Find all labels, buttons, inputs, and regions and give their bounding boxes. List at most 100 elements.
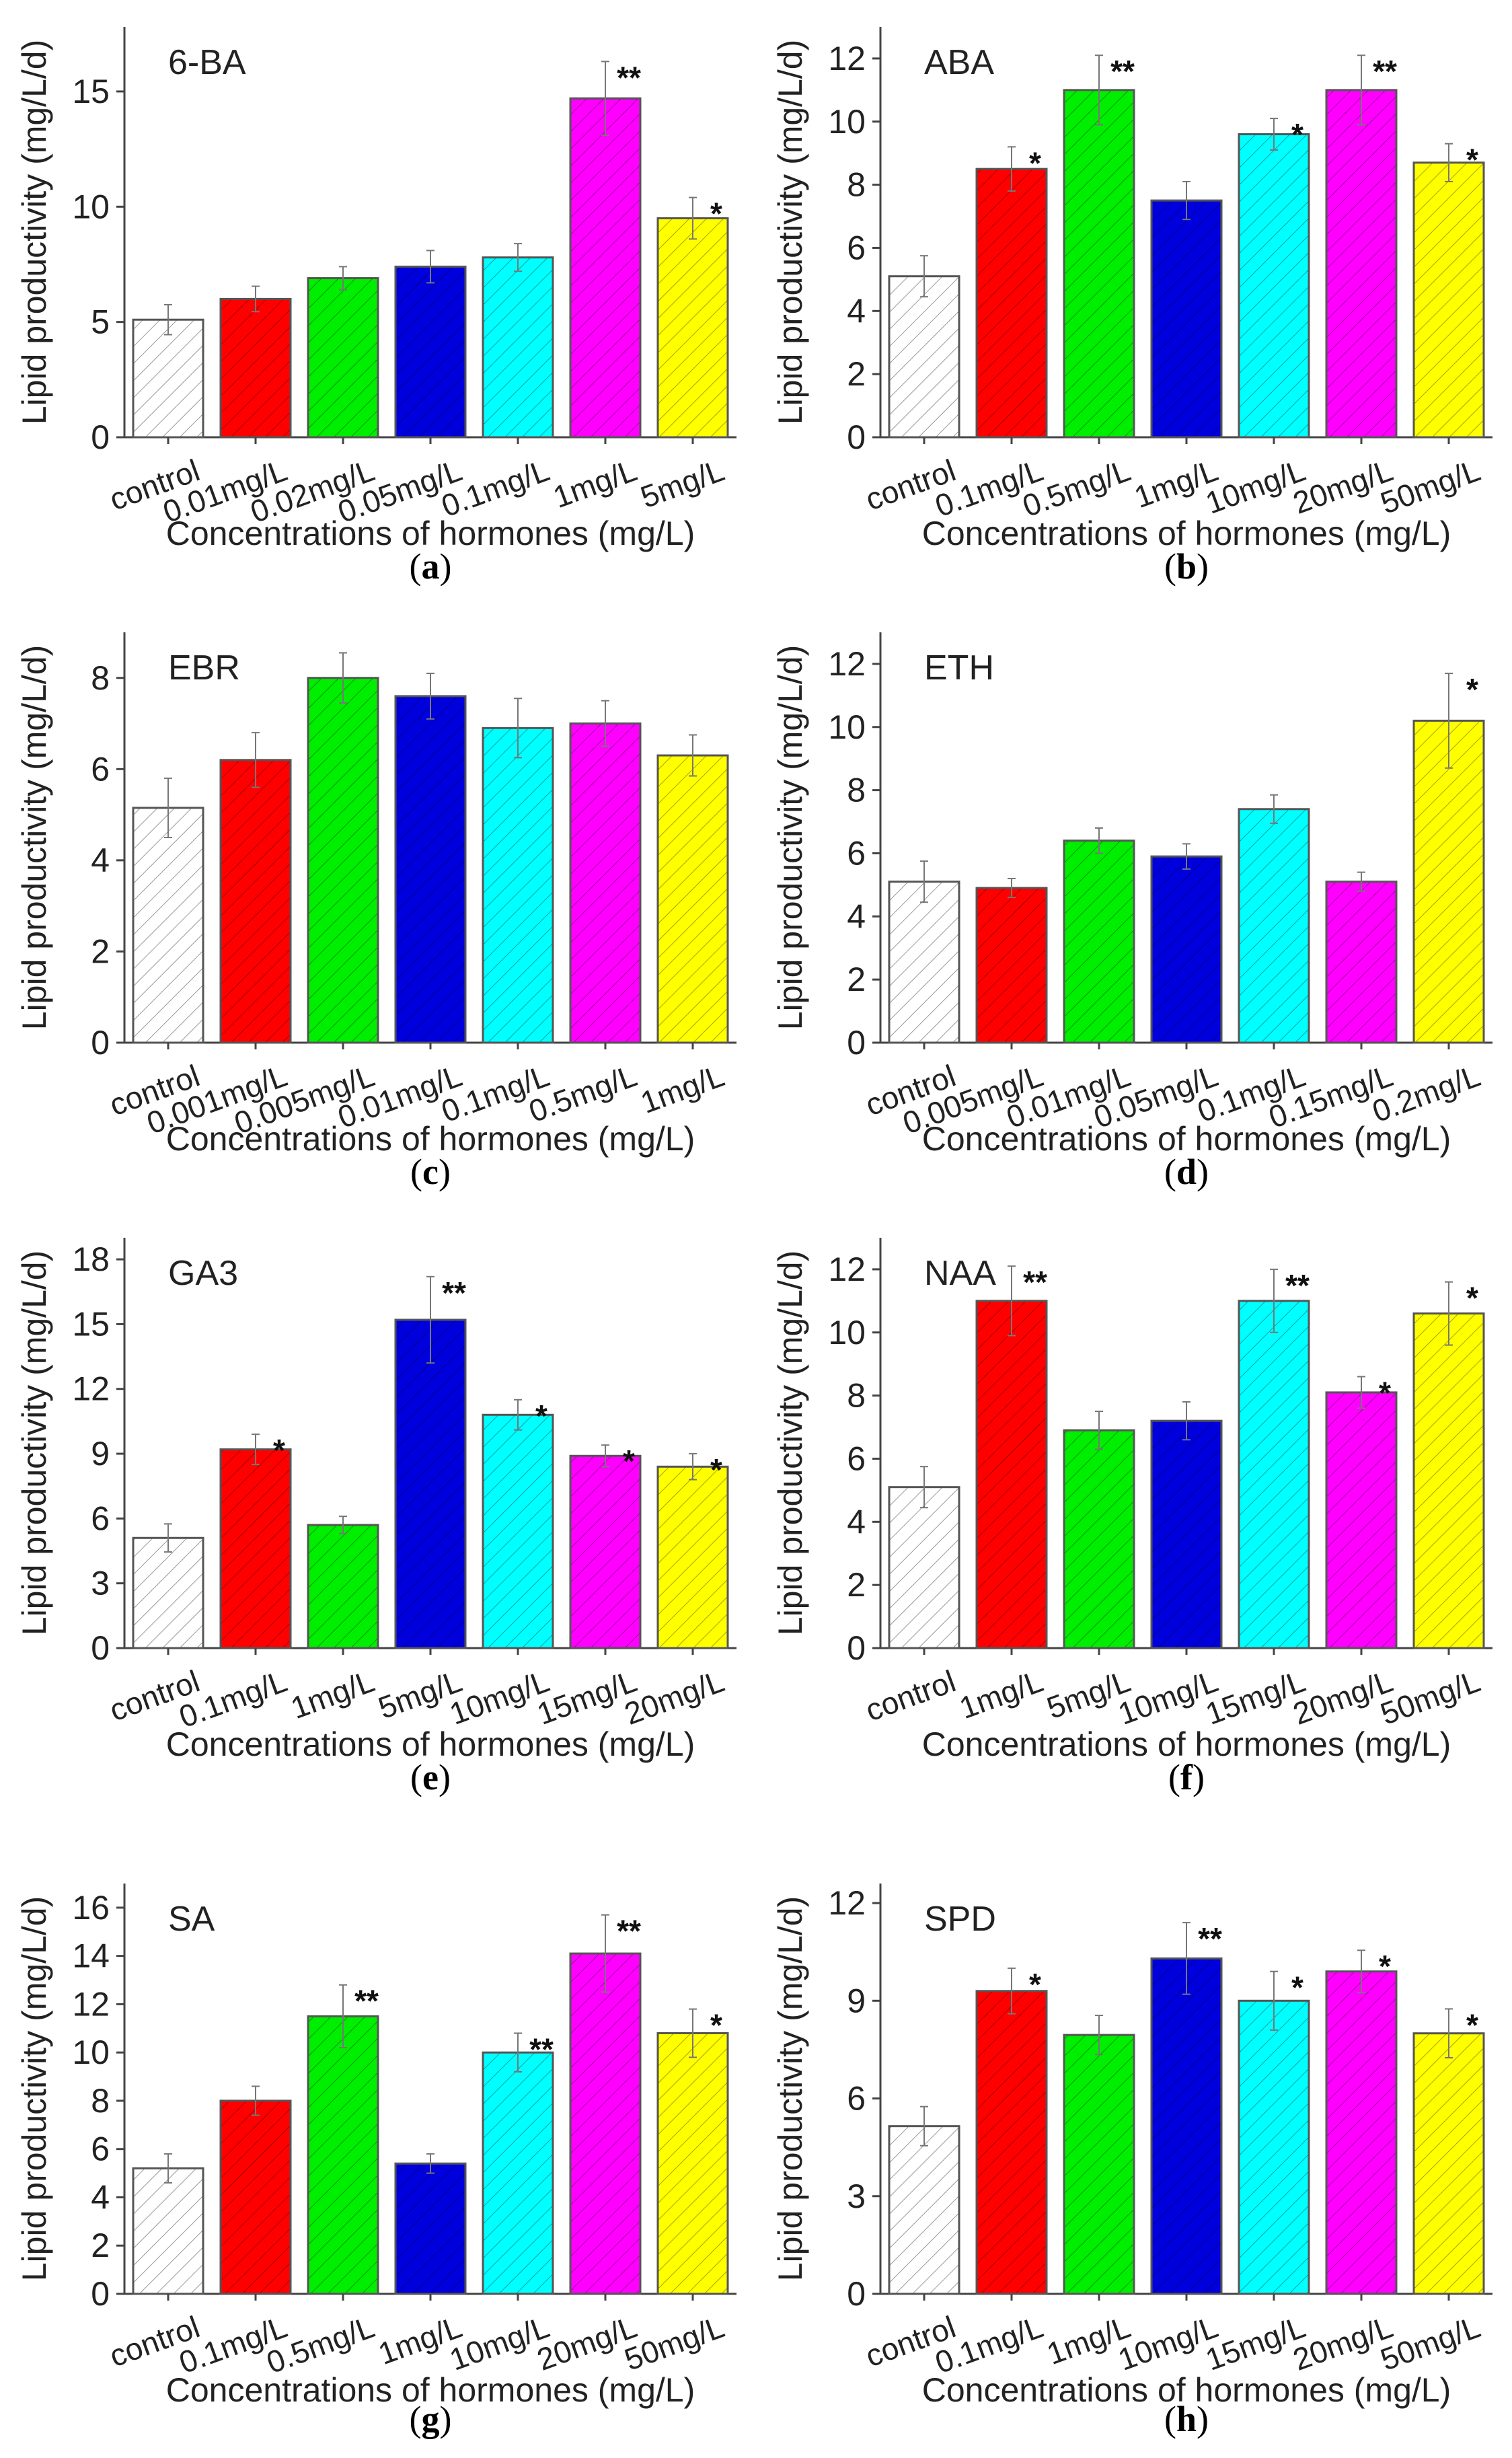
y-tick-label: 0	[91, 2275, 110, 2313]
y-axis-title: Lipid productivity (mg/L/d)	[771, 1896, 809, 2281]
bar-1	[975, 1300, 1048, 1649]
y-tick-label: 6	[847, 1440, 866, 1477]
x-tick-label-6: 20mg/L	[619, 1664, 728, 1731]
x-axis-title: Concentrations of hormones (mg/L)	[922, 1725, 1451, 1763]
significance-mark-2: **	[1110, 54, 1135, 89]
x-tick-label-6: 50mg/L	[1375, 2309, 1484, 2377]
y-tick-label: 12	[72, 1985, 110, 2023]
bar-5	[569, 97, 642, 439]
x-axis-title: Concentrations of hormones (mg/L)	[166, 1725, 695, 1763]
x-tick-label-6: 50mg/L	[619, 2309, 728, 2377]
bar-4	[482, 256, 554, 439]
panel-letter: e	[422, 1757, 439, 1797]
significance-mark-5: *	[1379, 1375, 1391, 1410]
chart-title: ETH	[924, 648, 994, 687]
bar-5	[569, 1952, 642, 2295]
panel-letter: a	[422, 546, 440, 587]
bar-4	[482, 2051, 554, 2295]
bar-0	[132, 1536, 204, 1649]
chart-panel-h: 0 3 6 9 12 Lipid productivity (mg/L/d) SPD cont…	[756, 1816, 1512, 2458]
y-tick-label: 3	[847, 2177, 866, 2215]
bar-1	[219, 1448, 292, 1649]
y-tick-label: 0	[847, 2275, 866, 2313]
bar-3	[394, 1318, 467, 1649]
chart-panel-b: 0 2 4 6 8 10 12 Lipid productivity (mg/L/d) ABA c…	[756, 0, 1512, 605]
bar-0	[132, 2167, 204, 2295]
significance-mark-6: *	[710, 1452, 722, 1487]
bar-0	[132, 318, 204, 439]
bar-3	[394, 265, 467, 439]
chart-panel-c: 0 2 4 6 8 Lipid productivity (mg/L/d) EBR contr…	[0, 605, 756, 1211]
significance-mark-5: **	[1373, 54, 1397, 89]
y-tick-label: 6	[847, 834, 866, 872]
chart-title: EBR	[168, 648, 240, 687]
bar-2	[307, 677, 379, 1044]
y-tick-label: 2	[847, 355, 866, 393]
panel-label: (a)	[410, 546, 452, 587]
chart-title: ABA	[924, 43, 994, 82]
chart-title: GA3	[168, 1254, 238, 1293]
x-tick-label-6: 50mg/L	[1375, 453, 1484, 521]
chart-panel-e: 0 3 6 9 12 15 18 Lipid productivity (mg/L/d) GA3…	[0, 1211, 756, 1816]
y-tick-label: 6	[847, 2080, 866, 2118]
bar-3	[394, 695, 467, 1044]
y-tick-label: 10	[72, 2034, 110, 2071]
bar-5	[1325, 89, 1398, 439]
bar-6	[656, 754, 729, 1044]
y-tick-label: 12	[828, 1884, 866, 1922]
x-tick-label-6: 50mg/L	[1375, 1664, 1484, 1731]
bar-4	[1238, 808, 1310, 1044]
y-tick-label: 9	[91, 1435, 110, 1473]
y-tick-label: 4	[847, 1503, 866, 1540]
bar-1	[975, 167, 1048, 439]
bar-6	[1412, 161, 1485, 439]
y-tick-label: 10	[72, 188, 110, 225]
bar-2	[1063, 2034, 1135, 2295]
y-tick-label: 8	[847, 772, 866, 809]
y-axis-title: Lipid productivity (mg/L/d)	[15, 1251, 53, 1635]
bar-6	[656, 2032, 729, 2295]
bar-6	[1412, 719, 1485, 1044]
bar-1	[219, 297, 292, 439]
panel-letter: h	[1176, 2399, 1197, 2439]
x-axis-title: Concentrations of hormones (mg/L)	[166, 515, 695, 552]
bar-2	[1063, 840, 1135, 1044]
y-axis-title: Lipid productivity (mg/L/d)	[771, 645, 809, 1030]
bar-3	[394, 2162, 467, 2295]
panel-label: (b)	[1164, 546, 1209, 587]
y-tick-label: 10	[828, 1314, 866, 1351]
bar-3	[1150, 1957, 1223, 2295]
bar-2	[1063, 1429, 1135, 1649]
x-tick-label-6: 1mg/L	[636, 1058, 728, 1121]
significance-mark-3: **	[442, 1275, 466, 1310]
y-tick-label: 4	[91, 2178, 110, 2216]
y-tick-label: 8	[847, 166, 866, 204]
bar-1	[219, 759, 292, 1044]
y-tick-label: 0	[847, 418, 866, 456]
y-tick-label: 12	[828, 645, 866, 683]
y-tick-label: 4	[847, 897, 866, 935]
x-tick-label-6: 5mg/L	[636, 453, 728, 515]
x-axis-title: Concentrations of hormones (mg/L)	[922, 515, 1451, 552]
bar-1	[975, 887, 1048, 1044]
significance-mark-1: *	[273, 1433, 285, 1468]
y-axis-title: Lipid productivity (mg/L/d)	[15, 645, 53, 1030]
bar-3	[1150, 199, 1223, 439]
bar-5	[569, 722, 642, 1044]
y-axis-title: Lipid productivity (mg/L/d)	[771, 1251, 809, 1635]
y-axis-title: Lipid productivity (mg/L/d)	[15, 1896, 53, 2281]
significance-mark-5: *	[623, 1444, 635, 1479]
y-tick-label: 12	[72, 1370, 110, 1408]
chart-title: NAA	[924, 1254, 996, 1293]
significance-mark-6: *	[710, 2008, 722, 2043]
y-tick-label: 5	[91, 303, 110, 341]
significance-mark-1: *	[1029, 1967, 1041, 2002]
panel-letter: d	[1176, 1152, 1197, 1192]
y-tick-label: 2	[847, 961, 866, 998]
bar-4	[482, 1413, 554, 1649]
y-axis-title: Lipid productivity (mg/L/d)	[15, 40, 53, 424]
y-tick-label: 2	[91, 2227, 110, 2264]
bar-0	[888, 881, 960, 1044]
